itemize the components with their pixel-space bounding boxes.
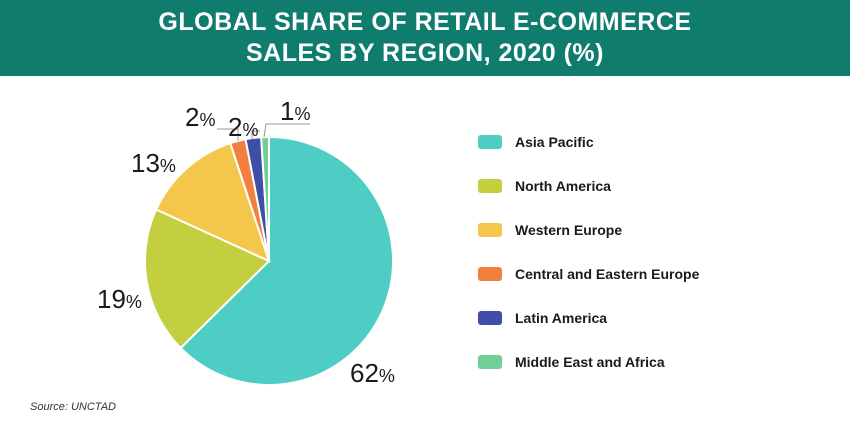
value-label-central-eastern-europe: 2%: [185, 102, 215, 132]
legend-label: Asia Pacific: [515, 134, 594, 150]
legend-item-asia-pacific: Asia Pacific: [478, 132, 798, 152]
legend-label: Latin America: [515, 310, 608, 326]
value-label-middle-east-africa: 1%: [280, 96, 310, 126]
value-label-north-america: 19%: [97, 284, 142, 314]
chart-title-line-1: GLOBAL SHARE OF RETAIL E-COMMERCE: [158, 8, 692, 36]
pie-slice-western-europe: [154, 141, 271, 263]
pie-chart: 62% 19% 13% 2% 2% 1%: [97, 96, 395, 388]
legend-swatch: [478, 267, 502, 281]
pie-slices: [144, 135, 394, 386]
legend-label: North America: [515, 178, 611, 194]
value-label-latin-america: 2%: [228, 112, 258, 142]
value-label-asia-pacific: 62%: [350, 358, 395, 388]
leader-line-latin-america: [251, 130, 260, 139]
leader-line-central-eastern-europe: [217, 128, 239, 141]
pie-slice-asia-pacific: [179, 135, 394, 386]
source-note: Source: UNCTAD: [30, 401, 116, 413]
legend-swatch: [478, 135, 502, 149]
pie-slice-north-america: [144, 208, 271, 350]
leader-line-middle-east-africa: [263, 123, 267, 138]
pie-slice-middle-east-africa: [260, 135, 270, 262]
pie-value-labels: 62% 19% 13% 2% 2% 1%: [97, 96, 395, 388]
legend-label: Central and Eastern Europe: [515, 266, 700, 282]
legend-item-north-america: North America: [478, 176, 798, 196]
chart-header: GLOBAL SHARE OF RETAIL E-COMMERCE SALES …: [0, 0, 850, 76]
legend-swatch: [478, 223, 502, 237]
value-label-western-europe: 13%: [131, 148, 176, 178]
legend-item-latin-america: Latin America: [478, 308, 798, 328]
legend-label: Western Europe: [515, 222, 623, 238]
legend-item-middle-east-africa: Middle East and Africa: [478, 352, 798, 372]
legend-item-central-eastern-europe: Central and Eastern Europe: [478, 264, 798, 284]
label-leader-lines: [217, 123, 310, 141]
legend-item-western-europe: Western Europe: [478, 220, 798, 240]
legend-swatch: [478, 355, 502, 369]
legend-swatch: [478, 179, 502, 193]
chart-title-line-2: SALES BY REGION, 2020 (%): [246, 39, 604, 67]
legend-label: Middle East and Africa: [515, 354, 665, 370]
legend-swatch: [478, 311, 502, 325]
